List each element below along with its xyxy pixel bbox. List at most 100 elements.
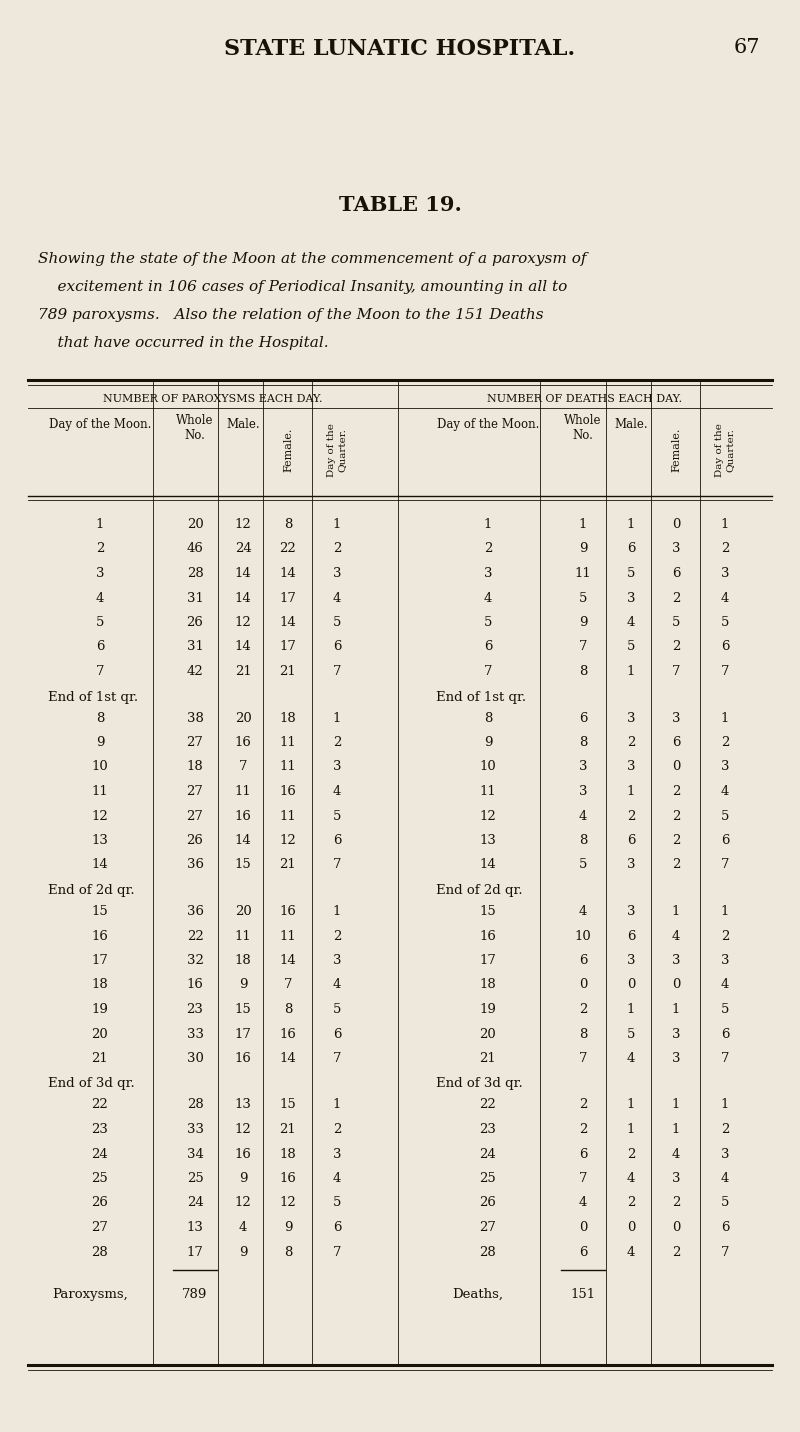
Text: 16: 16 [279,785,297,798]
Text: 5: 5 [333,616,341,629]
Text: 26: 26 [91,1197,109,1210]
Text: 4: 4 [333,1171,341,1186]
Text: 12: 12 [234,1123,251,1136]
Text: 3: 3 [721,954,730,967]
Text: 28: 28 [186,567,203,580]
Text: 14: 14 [92,859,108,872]
Text: 8: 8 [284,1002,292,1015]
Text: Day of the
Quarter.: Day of the Quarter. [327,422,346,477]
Text: 18: 18 [234,954,251,967]
Text: 7: 7 [484,664,492,677]
Text: 4: 4 [333,591,341,604]
Text: 1: 1 [672,905,680,918]
Text: 21: 21 [92,1053,108,1065]
Text: 2: 2 [627,809,635,822]
Text: 3: 3 [672,712,680,725]
Text: 28: 28 [186,1098,203,1111]
Text: 0: 0 [672,978,680,991]
Text: 2: 2 [579,1002,587,1015]
Text: 6: 6 [721,640,730,653]
Text: 4: 4 [627,1053,635,1065]
Text: 17: 17 [279,591,297,604]
Text: 6: 6 [626,929,635,942]
Text: TABLE 19.: TABLE 19. [338,195,462,215]
Text: 21: 21 [480,1053,496,1065]
Text: 3: 3 [672,543,680,556]
Text: 1: 1 [627,1098,635,1111]
Text: 0: 0 [627,978,635,991]
Text: 11: 11 [234,785,251,798]
Text: 27: 27 [91,1221,109,1234]
Text: 9: 9 [96,736,104,749]
Text: 24: 24 [186,1197,203,1210]
Text: 5: 5 [672,616,680,629]
Text: 6: 6 [626,833,635,846]
Text: 3: 3 [484,567,492,580]
Text: 6: 6 [672,736,680,749]
Text: 1: 1 [627,664,635,677]
Text: 20: 20 [234,905,251,918]
Text: 5: 5 [484,616,492,629]
Text: 2: 2 [627,736,635,749]
Text: 21: 21 [280,664,296,677]
Text: 16: 16 [91,929,109,942]
Text: 30: 30 [186,1053,203,1065]
Text: 4: 4 [96,591,104,604]
Text: 7: 7 [284,978,292,991]
Text: 31: 31 [186,640,203,653]
Text: 27: 27 [479,1221,497,1234]
Text: 2: 2 [672,640,680,653]
Text: 15: 15 [234,1002,251,1015]
Text: 2: 2 [721,543,729,556]
Text: 21: 21 [280,1123,296,1136]
Text: 11: 11 [92,785,108,798]
Text: 3: 3 [96,567,104,580]
Text: Female.: Female. [671,428,681,473]
Text: 23: 23 [479,1123,497,1136]
Text: 14: 14 [234,591,251,604]
Text: 13: 13 [186,1221,203,1234]
Text: 15: 15 [480,905,496,918]
Text: 16: 16 [186,978,203,991]
Text: 12: 12 [280,833,296,846]
Text: 2: 2 [627,1147,635,1160]
Text: Paroxysms,: Paroxysms, [52,1287,128,1302]
Text: 8: 8 [579,833,587,846]
Text: 0: 0 [627,1221,635,1234]
Text: 24: 24 [480,1147,496,1160]
Text: 31: 31 [186,591,203,604]
Text: 0: 0 [672,1221,680,1234]
Text: 21: 21 [280,859,296,872]
Text: 10: 10 [574,929,591,942]
Text: Day of the Moon.: Day of the Moon. [49,418,151,431]
Text: 1: 1 [333,905,341,918]
Text: 6: 6 [578,1147,587,1160]
Text: 11: 11 [280,929,296,942]
Text: 11: 11 [574,567,591,580]
Text: 789 paroxysms.   Also the relation of the Moon to the 151 Deaths: 789 paroxysms. Also the relation of the … [38,308,544,322]
Text: 25: 25 [92,1171,108,1186]
Text: 21: 21 [234,664,251,677]
Text: 1: 1 [721,518,729,531]
Text: End of 2d qr.: End of 2d qr. [48,884,134,896]
Text: 27: 27 [186,785,203,798]
Text: 22: 22 [480,1098,496,1111]
Text: 18: 18 [280,1147,296,1160]
Text: 2: 2 [333,543,341,556]
Text: 7: 7 [333,1053,342,1065]
Text: Deaths,: Deaths, [453,1287,503,1302]
Text: 19: 19 [479,1002,497,1015]
Text: 1: 1 [333,1098,341,1111]
Text: 2: 2 [579,1123,587,1136]
Text: 11: 11 [234,929,251,942]
Text: 3: 3 [672,1171,680,1186]
Text: 4: 4 [484,591,492,604]
Text: 14: 14 [280,567,296,580]
Text: 20: 20 [92,1028,108,1041]
Text: 4: 4 [579,1197,587,1210]
Text: 26: 26 [186,616,203,629]
Text: Male.: Male. [226,418,260,431]
Text: 4: 4 [672,1147,680,1160]
Text: 1: 1 [333,712,341,725]
Text: 12: 12 [234,616,251,629]
